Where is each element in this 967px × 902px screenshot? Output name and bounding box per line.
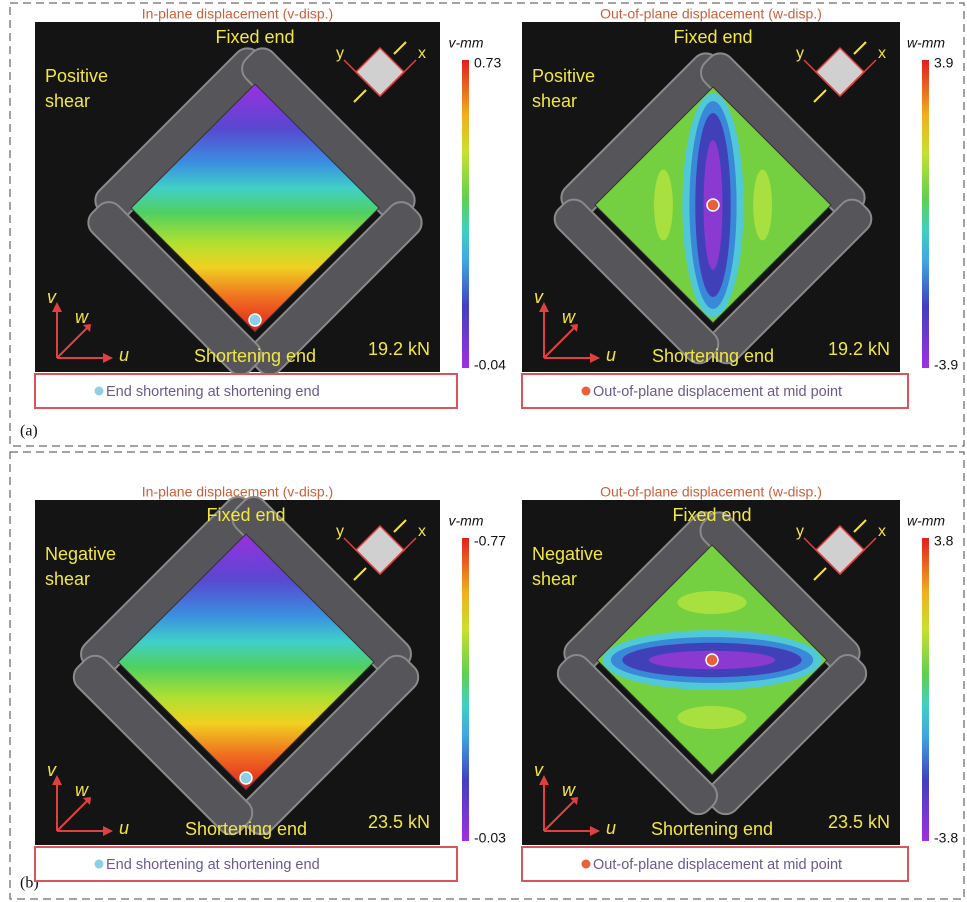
colorbar bbox=[462, 60, 469, 368]
shortening-end-label: Shortening end bbox=[194, 346, 316, 366]
measure-point bbox=[707, 199, 719, 211]
load-label: 23.5 kN bbox=[368, 812, 430, 832]
colorbar-max: 0.73 bbox=[474, 55, 501, 71]
subpanel-title: In-plane displacement (v-disp.) bbox=[142, 484, 333, 500]
colorbar-unit: w-mm bbox=[907, 35, 945, 51]
shear-label: shear bbox=[532, 91, 577, 111]
shear-label: Negative bbox=[45, 544, 116, 564]
axis-letter: v bbox=[534, 760, 544, 780]
axis-letter: u bbox=[119, 818, 129, 838]
subpanel-title: Out-of-plane displacement (w-disp.) bbox=[600, 6, 822, 22]
subpanel-title: Out-of-plane displacement (w-disp.) bbox=[600, 484, 822, 500]
colorbar bbox=[922, 60, 929, 368]
shear-label: shear bbox=[45, 91, 90, 111]
axis-letter: w bbox=[562, 780, 576, 800]
page: (a) Positive shear Fixed end Shortening end 1… bbox=[0, 0, 967, 902]
fixed-end-label: Fixed end bbox=[672, 505, 751, 525]
legend-dot bbox=[95, 387, 104, 396]
legend-text: End shortening at shortening end bbox=[106, 857, 320, 873]
subpanel-title: In-plane displacement (v-disp.) bbox=[142, 6, 333, 22]
load-label: 19.2 kN bbox=[368, 339, 430, 359]
measure-point bbox=[249, 314, 261, 326]
subpanel: Negative shear Fixed end Shortening end 23.5… bbox=[522, 500, 900, 845]
load-label: 23.5 kN bbox=[828, 812, 890, 832]
colorbar-min: -0.04 bbox=[474, 357, 506, 373]
colorbar-max: 3.8 bbox=[934, 533, 954, 549]
axis-letter: u bbox=[606, 345, 616, 365]
load-label: 19.2 kN bbox=[828, 339, 890, 359]
shear-label: shear bbox=[532, 569, 577, 589]
shear-label: Positive bbox=[45, 66, 108, 86]
axis-letter: w bbox=[75, 780, 89, 800]
figure: (a) Positive shear Fixed end Shortening end 1… bbox=[0, 0, 967, 902]
measure-point bbox=[240, 772, 252, 784]
colorbar-min: -0.03 bbox=[474, 830, 506, 846]
contour-band bbox=[678, 706, 747, 729]
axis-letter: u bbox=[119, 345, 129, 365]
legend-text: End shortening at shortening end bbox=[106, 384, 320, 400]
axis-letter: v bbox=[47, 287, 57, 307]
fixed-end-label: Fixed end bbox=[673, 27, 752, 47]
shortening-end-label: Shortening end bbox=[651, 819, 773, 839]
panel-label: (a) bbox=[20, 423, 38, 440]
shear-label: Positive bbox=[532, 66, 595, 86]
inset-letter: x bbox=[878, 523, 886, 540]
colorbar-unit: v-mm bbox=[449, 513, 484, 529]
shortening-end-label: Shortening end bbox=[185, 819, 307, 839]
shear-label: shear bbox=[45, 569, 90, 589]
measure-point bbox=[706, 654, 718, 666]
legend-dot bbox=[582, 387, 591, 396]
colorbar-max: 3.9 bbox=[934, 55, 954, 71]
subpanel: Positive shear Fixed end Shortening end 19.2… bbox=[35, 22, 440, 380]
inset-letter: y bbox=[796, 45, 804, 62]
axis-letter: u bbox=[606, 818, 616, 838]
contour-band bbox=[753, 170, 772, 241]
inset-letter: y bbox=[796, 523, 804, 540]
legend-dot bbox=[582, 860, 591, 869]
inset-letter: x bbox=[878, 45, 886, 62]
inset-letter: y bbox=[336, 523, 344, 540]
colorbar-min: -3.9 bbox=[934, 357, 958, 373]
colorbar-max: -0.77 bbox=[474, 533, 506, 549]
fixed-end-label: Fixed end bbox=[206, 505, 285, 525]
subpanel: Positive shear Fixed end Shortening end 19.2… bbox=[522, 22, 900, 372]
fixed-end-label: Fixed end bbox=[215, 27, 294, 47]
colorbar-unit: w-mm bbox=[907, 513, 945, 529]
contour-band bbox=[654, 170, 673, 241]
inset-letter: x bbox=[418, 45, 426, 62]
colorbar-min: -3.8 bbox=[934, 830, 958, 846]
shear-label: Negative bbox=[532, 544, 603, 564]
axis-letter: w bbox=[562, 307, 576, 327]
axis-letter: w bbox=[75, 307, 89, 327]
legend-text: Out-of-plane displacement at mid point bbox=[593, 384, 842, 400]
colorbar bbox=[462, 538, 469, 841]
subpanel: Negative shear Fixed end Shortening end 23.5… bbox=[35, 491, 440, 845]
axis-letter: v bbox=[47, 760, 57, 780]
contour-band bbox=[678, 591, 747, 614]
inset-letter: y bbox=[336, 45, 344, 62]
colorbar bbox=[922, 538, 929, 841]
colorbar-unit: v-mm bbox=[449, 35, 484, 51]
legend-dot bbox=[95, 860, 104, 869]
inset-letter: x bbox=[418, 523, 426, 540]
shortening-end-label: Shortening end bbox=[652, 346, 774, 366]
axis-letter: v bbox=[534, 287, 544, 307]
legend-text: Out-of-plane displacement at mid point bbox=[593, 857, 842, 873]
